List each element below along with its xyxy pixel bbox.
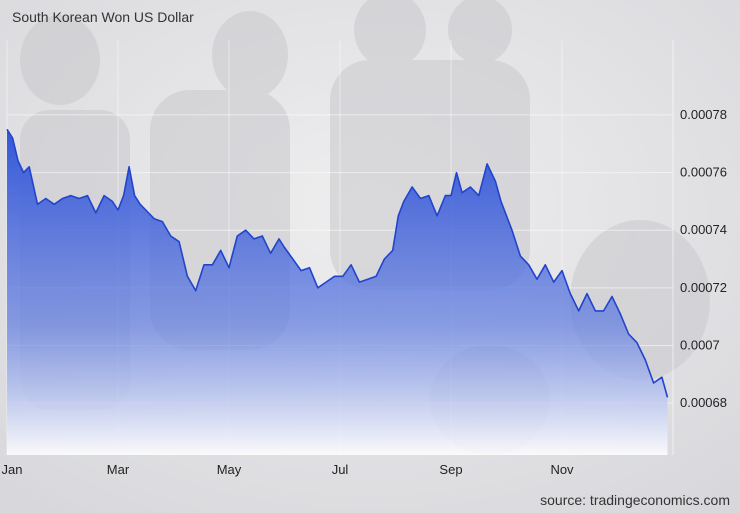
y-tick-label: 0.0007 — [680, 337, 720, 352]
y-tick-label: 0.00068 — [680, 395, 727, 410]
x-tick-label: Jul — [332, 462, 349, 477]
x-tick-label: May — [217, 462, 242, 477]
y-tick-label: 0.00072 — [680, 280, 727, 295]
series-line — [6, 128, 669, 398]
y-tick-label: 0.00074 — [680, 222, 727, 237]
y-axis: 0.00078 0.00076 0.00074 0.00072 0.0007 0.0006… — [680, 107, 727, 410]
x-axis: Jan Mar May Jul Sep Nov — [2, 462, 575, 477]
x-tick-label: Nov — [550, 462, 574, 477]
y-tick-label: 0.00078 — [680, 107, 727, 122]
chart-source: source: tradingeconomics.com — [540, 492, 730, 508]
series-area — [7, 129, 668, 456]
x-tick-label: Mar — [107, 462, 130, 477]
y-tick-label: 0.00076 — [680, 165, 727, 180]
x-tick-label: Jan — [2, 462, 23, 477]
chart-title: South Korean Won US Dollar — [12, 9, 194, 25]
x-tick-label: Sep — [439, 462, 462, 477]
